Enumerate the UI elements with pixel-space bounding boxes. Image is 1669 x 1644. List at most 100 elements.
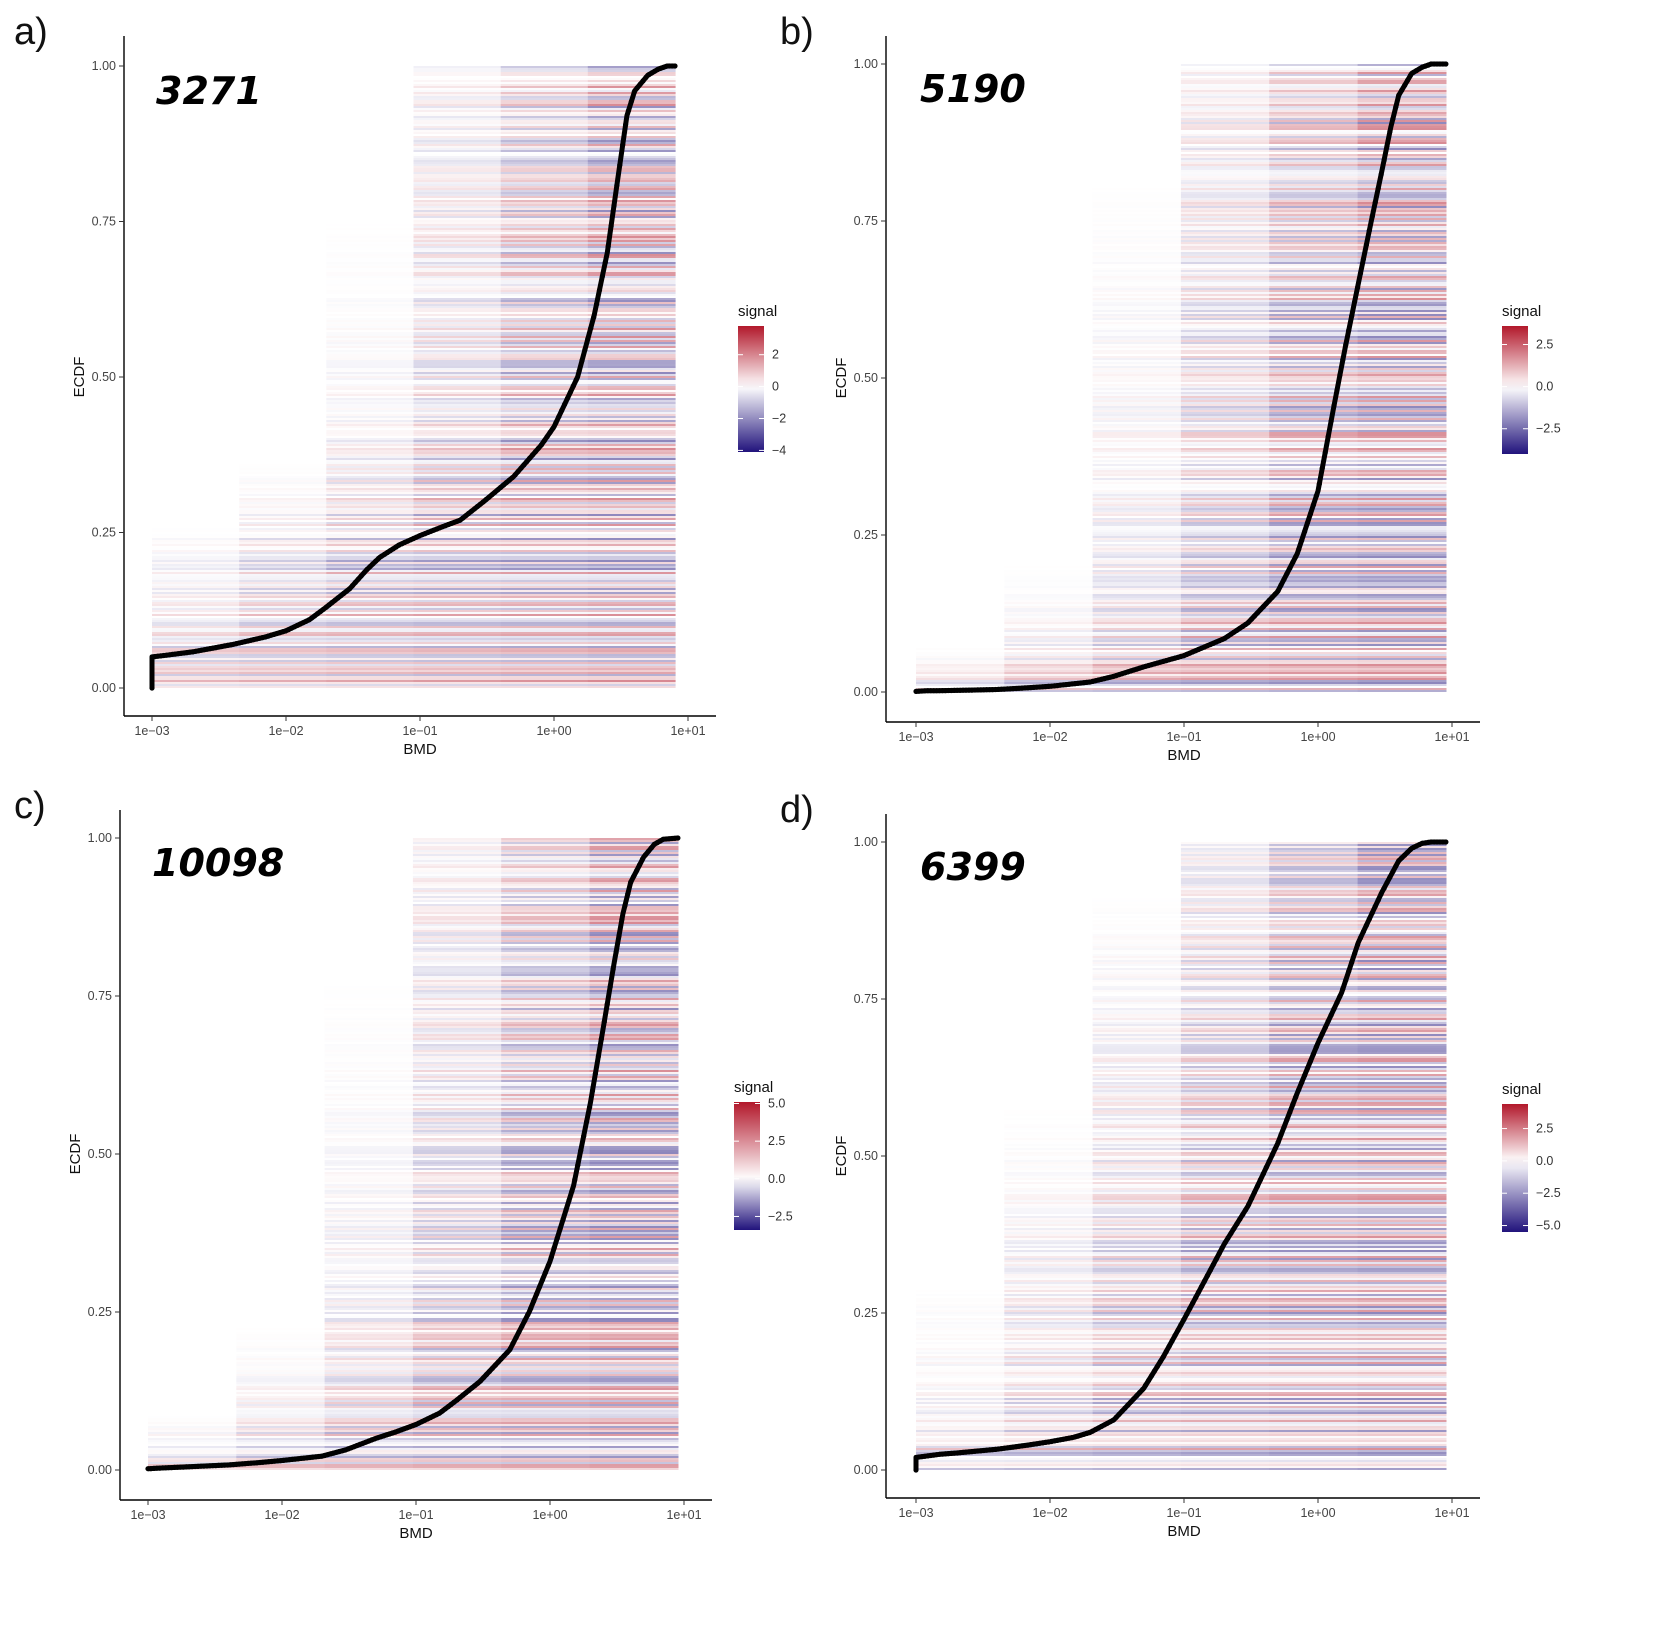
heatmap-row (239, 500, 327, 502)
heatmap-row (1357, 490, 1447, 492)
heatmap-row (1004, 178, 1094, 180)
heatmap-row (587, 182, 676, 184)
heatmap-row (916, 186, 1005, 188)
heatmap-row (1357, 462, 1447, 464)
heatmap-row (152, 118, 240, 120)
heatmap-row (501, 1296, 591, 1298)
heatmap-row (326, 202, 415, 204)
heatmap-row (916, 494, 1005, 496)
heatmap-row (500, 570, 589, 572)
heatmap-row (1269, 484, 1359, 486)
heatmap-row (326, 256, 415, 258)
heatmap-row (1180, 508, 1270, 510)
heatmap-row (326, 360, 415, 362)
heatmap-row (1357, 512, 1447, 514)
heatmap-row (587, 572, 676, 574)
heatmap-row (1092, 534, 1182, 536)
heatmap-row (1092, 386, 1182, 388)
heatmap-row (589, 1234, 679, 1236)
heatmap-row (412, 1240, 502, 1242)
heatmap-row (239, 258, 327, 260)
heatmap-row (326, 440, 415, 442)
heatmap-row (152, 466, 240, 468)
heatmap-row (326, 124, 415, 126)
heatmap-row (500, 310, 589, 312)
heatmap-row (412, 1434, 502, 1436)
heatmap-row (500, 188, 589, 190)
heatmap-row (239, 442, 327, 444)
heatmap-row (239, 620, 327, 622)
heatmap-row (1180, 282, 1270, 284)
heatmap-row (1357, 408, 1447, 410)
heatmap-row (148, 1222, 237, 1224)
heatmap-row (1180, 348, 1270, 350)
heatmap-row (1357, 288, 1447, 290)
heatmap-row (1357, 472, 1447, 474)
heatmap-row (326, 404, 415, 406)
heatmap-row (1269, 476, 1359, 478)
heatmap-row (1004, 326, 1094, 328)
heatmap-row (589, 1244, 679, 1246)
heatmap-row (239, 70, 327, 72)
heatmap-row (500, 556, 589, 558)
heatmap-row (239, 638, 327, 640)
heatmap-row (236, 1420, 326, 1422)
heatmap-row (1180, 674, 1270, 676)
heatmap-row (413, 90, 502, 92)
heatmap-row (587, 676, 676, 678)
heatmap-row (148, 1392, 237, 1394)
heatmap-row (324, 1328, 414, 1330)
heatmap-row (1357, 626, 1447, 628)
heatmap-row (152, 256, 240, 258)
heatmap-row (1092, 332, 1182, 334)
heatmap-row (1180, 90, 1270, 92)
heatmap-row (326, 540, 415, 542)
heatmap-row (916, 672, 1005, 674)
heatmap-row (916, 352, 1005, 354)
heatmap-row (148, 1236, 237, 1238)
heatmap-row (587, 224, 676, 226)
heatmap-row (587, 652, 676, 654)
heatmap-row (587, 134, 676, 136)
heatmap-row (1180, 524, 1270, 526)
heatmap-row (1004, 188, 1094, 190)
heatmap-row (1092, 384, 1182, 386)
heatmap-row (1269, 128, 1359, 130)
heatmap-row (500, 618, 589, 620)
heatmap-row (1004, 136, 1094, 138)
heatmap-row (1180, 456, 1270, 458)
heatmap-row (500, 654, 589, 656)
y-tick-label: 0.50 (92, 370, 116, 384)
heatmap-row (587, 88, 676, 90)
heatmap-row (1092, 270, 1182, 272)
heatmap-row (1004, 128, 1094, 130)
legend-tick-label: 0.0 (1536, 380, 1553, 394)
heatmap-row (236, 1444, 326, 1446)
heatmap-row (1357, 170, 1447, 172)
heatmap-row (412, 1420, 502, 1422)
heatmap-row (916, 284, 1005, 286)
heatmap-row (501, 1452, 591, 1454)
heatmap-row (1357, 252, 1447, 254)
heatmap-row (500, 498, 589, 500)
heatmap-row (326, 344, 415, 346)
heatmap-row (1269, 442, 1359, 444)
heatmap-row (1357, 180, 1447, 182)
heatmap-row (239, 96, 327, 98)
heatmap-row (239, 512, 327, 514)
heatmap-row (326, 446, 415, 448)
heatmap-row (501, 1434, 591, 1436)
heatmap-row (1004, 266, 1094, 268)
heatmap-row (1269, 376, 1359, 378)
heatmap-row (1269, 242, 1359, 244)
heatmap-row (1357, 546, 1447, 548)
heatmap-row (1180, 672, 1270, 674)
heatmap-row (1180, 410, 1270, 412)
heatmap-row (1357, 150, 1447, 152)
heatmap-row (1357, 386, 1447, 388)
heatmap-row (148, 1456, 237, 1458)
heatmap-row (1004, 664, 1094, 666)
heatmap-row (324, 1268, 414, 1270)
heatmap-row (500, 412, 589, 414)
heatmap-row (236, 1274, 326, 1276)
